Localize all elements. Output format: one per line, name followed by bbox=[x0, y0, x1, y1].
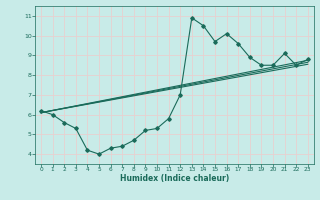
X-axis label: Humidex (Indice chaleur): Humidex (Indice chaleur) bbox=[120, 174, 229, 183]
